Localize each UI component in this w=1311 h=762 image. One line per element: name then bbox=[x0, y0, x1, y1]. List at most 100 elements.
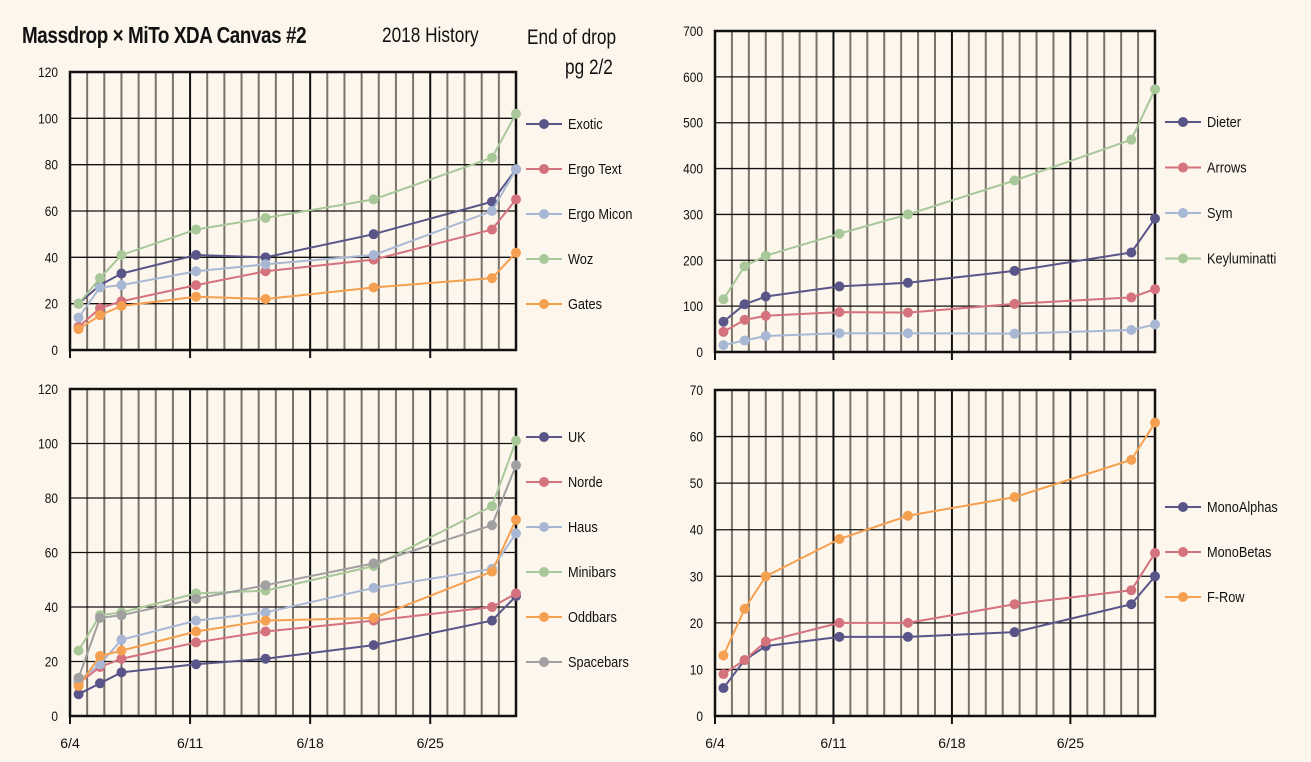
data-point bbox=[1126, 585, 1137, 596]
data-point bbox=[1009, 627, 1020, 638]
legend-marker bbox=[1178, 162, 1188, 173]
y-tick-label: 0 bbox=[696, 708, 703, 724]
legend-marker bbox=[539, 209, 549, 219]
y-tick-label: 100 bbox=[38, 436, 58, 452]
legend-label: Haus bbox=[568, 518, 598, 535]
data-point bbox=[95, 303, 106, 314]
data-point bbox=[1150, 417, 1160, 428]
data-point bbox=[191, 250, 202, 261]
data-point bbox=[116, 645, 127, 656]
data-point bbox=[486, 615, 497, 626]
data-point bbox=[1009, 298, 1020, 309]
data-point bbox=[368, 229, 379, 240]
data-point bbox=[511, 460, 521, 471]
data-point bbox=[73, 681, 84, 692]
x-tick-label: 6/25 bbox=[1057, 735, 1084, 751]
data-point bbox=[260, 252, 271, 263]
data-point bbox=[760, 291, 771, 302]
data-point bbox=[511, 247, 521, 258]
legend-label: Oddbars bbox=[568, 608, 617, 625]
legend-label: MonoBetas bbox=[1207, 543, 1271, 560]
data-point bbox=[902, 631, 913, 642]
data-point bbox=[718, 340, 729, 351]
data-point bbox=[260, 607, 271, 618]
data-point bbox=[739, 603, 750, 614]
legend-marker bbox=[1178, 208, 1188, 218]
data-point bbox=[368, 582, 379, 593]
y-tick-label: 40 bbox=[45, 599, 58, 615]
y-tick-label: 20 bbox=[45, 654, 58, 670]
y-tick-label: 100 bbox=[38, 110, 58, 126]
data-point bbox=[511, 435, 521, 446]
data-point bbox=[718, 294, 729, 305]
data-point bbox=[1009, 599, 1020, 610]
data-point bbox=[191, 291, 202, 302]
data-point bbox=[95, 273, 106, 284]
data-point bbox=[834, 228, 845, 239]
data-point bbox=[511, 194, 521, 205]
data-point bbox=[760, 250, 771, 261]
data-point bbox=[1150, 548, 1160, 558]
y-tick-label: 50 bbox=[690, 475, 703, 491]
data-point bbox=[718, 669, 729, 680]
data-point bbox=[368, 250, 379, 261]
drop-status-note: End of drop bbox=[527, 26, 617, 49]
legend-marker bbox=[1178, 502, 1188, 512]
data-point bbox=[368, 282, 379, 293]
data-point bbox=[368, 612, 379, 623]
data-point bbox=[95, 678, 106, 689]
data-point bbox=[760, 636, 771, 647]
legend-marker bbox=[539, 299, 549, 309]
y-tick-label: 0 bbox=[51, 342, 58, 358]
x-tick-label: 6/18 bbox=[297, 735, 324, 751]
data-point bbox=[191, 626, 202, 637]
y-tick-label: 40 bbox=[45, 249, 58, 265]
data-point bbox=[718, 650, 729, 661]
data-point bbox=[486, 566, 497, 577]
y-tick-label: 300 bbox=[683, 206, 703, 222]
legend-marker bbox=[1178, 592, 1188, 602]
data-point bbox=[95, 310, 106, 321]
data-point bbox=[1126, 247, 1137, 258]
y-tick-label: 40 bbox=[690, 522, 703, 538]
data-point bbox=[73, 324, 84, 335]
data-point bbox=[486, 224, 497, 235]
data-point bbox=[368, 194, 379, 205]
legend-marker bbox=[539, 477, 549, 487]
data-point bbox=[1126, 599, 1137, 610]
x-tick-label: 6/18 bbox=[938, 735, 965, 751]
data-point bbox=[191, 593, 202, 604]
y-tick-label: 700 bbox=[683, 23, 703, 39]
legend-label: Minibars bbox=[568, 563, 616, 580]
y-tick-label: 60 bbox=[690, 429, 703, 445]
data-point bbox=[1009, 265, 1020, 276]
y-tick-label: 100 bbox=[683, 298, 703, 314]
plot-frame bbox=[68, 70, 518, 352]
data-point bbox=[486, 196, 497, 207]
data-point bbox=[486, 602, 497, 612]
data-point bbox=[739, 314, 750, 325]
data-point bbox=[1150, 571, 1160, 582]
data-point bbox=[902, 617, 913, 628]
data-point bbox=[1009, 492, 1020, 503]
data-point bbox=[116, 250, 127, 261]
data-point bbox=[260, 615, 271, 626]
data-point bbox=[486, 152, 497, 163]
y-tick-label: 70 bbox=[690, 382, 703, 398]
data-point bbox=[368, 558, 379, 569]
y-tick-label: 80 bbox=[45, 157, 58, 173]
legend-label: MonoAlphas bbox=[1207, 498, 1278, 515]
legend-marker bbox=[1178, 547, 1188, 557]
data-point bbox=[260, 212, 271, 223]
legend-marker bbox=[539, 612, 549, 622]
y-tick-label: 20 bbox=[45, 296, 58, 312]
data-point bbox=[511, 108, 521, 119]
data-point bbox=[260, 580, 271, 591]
data-point bbox=[718, 326, 729, 337]
data-point bbox=[191, 615, 202, 626]
x-tick-label: 6/11 bbox=[177, 735, 203, 751]
x-tick-label: 6/25 bbox=[417, 735, 444, 751]
data-point bbox=[1150, 319, 1160, 330]
legend-marker bbox=[539, 164, 549, 174]
data-point bbox=[116, 268, 127, 279]
